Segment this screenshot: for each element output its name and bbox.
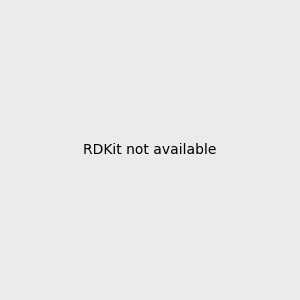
- Text: RDKit not available: RDKit not available: [83, 143, 217, 157]
